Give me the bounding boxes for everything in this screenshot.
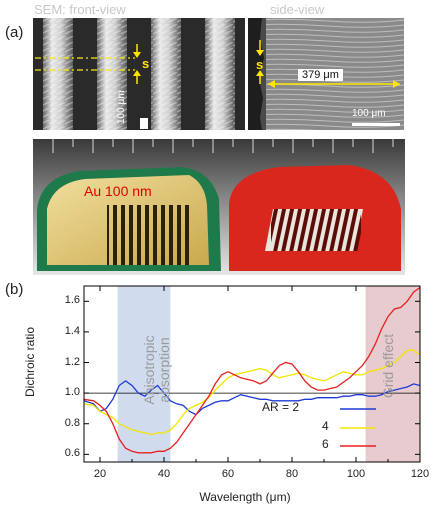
x-tick-label: 120 <box>410 468 430 480</box>
sem-front-title: SEM: front-view <box>34 2 126 17</box>
band-label-grid: Grid effect <box>380 333 396 399</box>
band-label-anisotropic-line2: absorption <box>156 337 172 403</box>
legend-label-ar6: 6 <box>322 437 329 451</box>
x-tick-label: 40 <box>157 468 171 480</box>
series-line <box>83 286 421 454</box>
highlight-band <box>365 286 420 462</box>
legend-label-ar2: AR = 2 <box>262 400 300 414</box>
band-label-anisotropic: Anisotropic absorption <box>141 325 172 415</box>
sem-front-illustration <box>33 18 245 130</box>
scale-label-side: 100 μm <box>352 108 386 119</box>
panel-a-label: (a) <box>5 24 24 41</box>
left-sample-grating <box>107 205 193 265</box>
y-tick-label: 1.4 <box>64 324 80 337</box>
scale-bar <box>140 118 148 129</box>
y-axis-label: Dichroic ratio <box>23 326 37 398</box>
thickness-label: 379 μm <box>298 69 343 81</box>
plot-frame <box>83 285 421 463</box>
spacing-label-side: s <box>256 57 264 72</box>
x-tick-label: 100 <box>346 468 366 480</box>
y-tick-label: 1.2 <box>64 355 80 368</box>
sample-photo-illustration <box>33 139 405 275</box>
right-sample-grating <box>271 209 361 251</box>
x-tick-label: 20 <box>93 468 107 480</box>
x-tick-label: 60 <box>221 468 235 480</box>
band-label-anisotropic-line1: Anisotropic <box>141 335 157 405</box>
series-line <box>83 349 421 436</box>
scale-label-front: 100 μm <box>116 90 127 124</box>
x-axis-label: Wavelength (μm) <box>199 490 291 504</box>
y-tick-label: 0.6 <box>64 447 80 460</box>
y-tick-label: 0.8 <box>64 416 80 429</box>
x-tick-label: 80 <box>285 468 299 480</box>
spacing-label-front: s <box>142 56 150 71</box>
y-tick-label: 1.6 <box>64 294 80 307</box>
sem-side-title: side-view <box>270 2 325 17</box>
sample-photo <box>33 139 405 275</box>
gold-thickness-label: Au 100 nm <box>84 183 152 199</box>
dichroic-chart <box>83 285 421 463</box>
y-tick-label: 1.0 <box>64 386 80 399</box>
series-line <box>83 380 421 416</box>
sem-front-image <box>33 18 245 130</box>
panel-b-label: (b) <box>5 281 24 298</box>
legend-label-ar4: 4 <box>322 419 329 433</box>
